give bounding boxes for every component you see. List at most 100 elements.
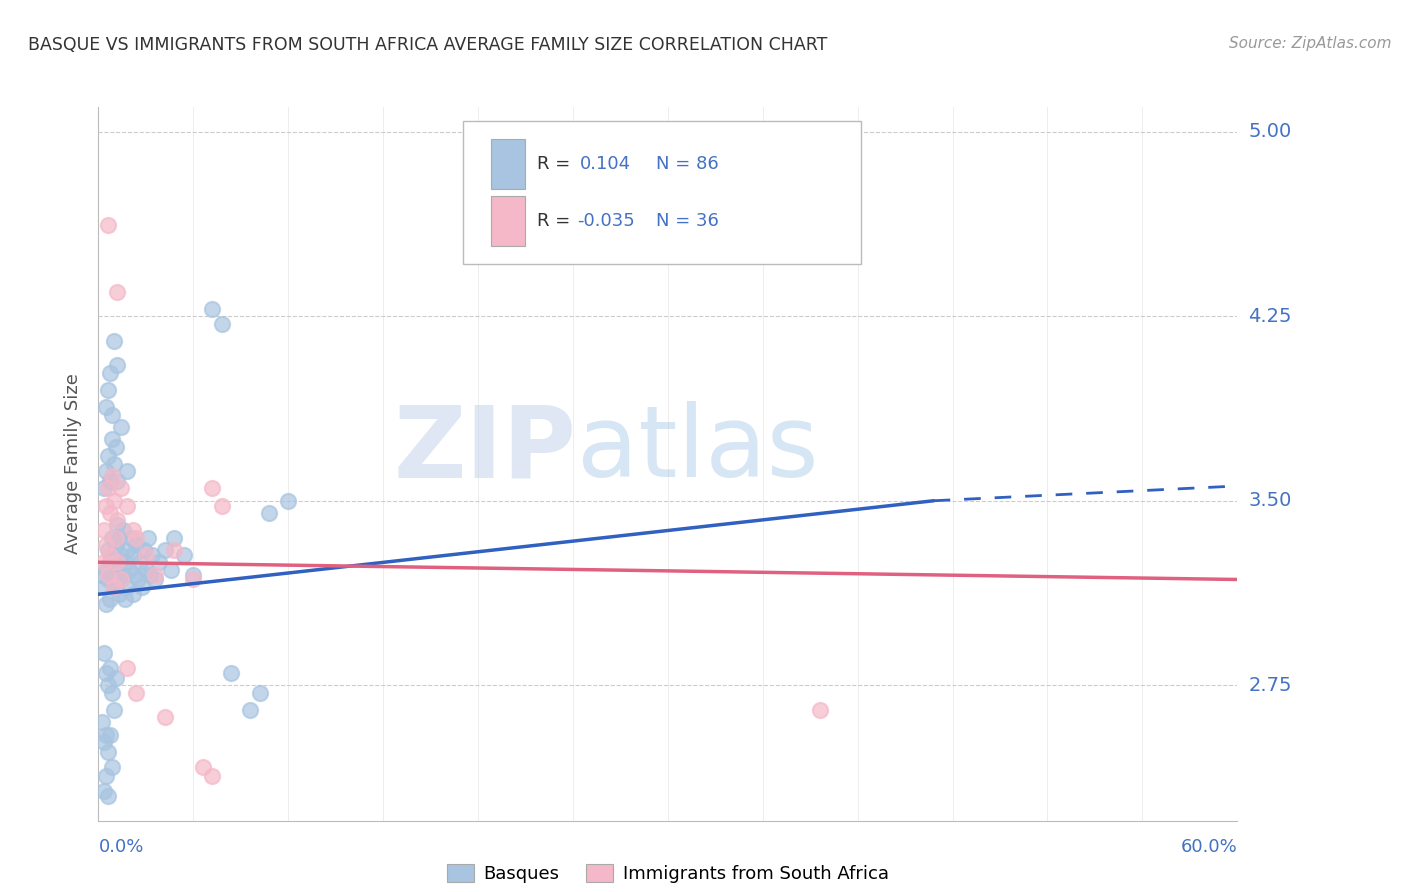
Point <box>104 531 127 545</box>
Point <box>107 285 129 299</box>
Point <box>98 727 121 741</box>
Point <box>93 523 115 537</box>
Point <box>121 587 143 601</box>
Point <box>100 531 122 545</box>
Point <box>98 474 121 488</box>
Point <box>211 499 233 513</box>
Point <box>93 580 115 594</box>
Point <box>98 548 121 562</box>
Point <box>115 661 138 675</box>
Point <box>107 513 129 527</box>
Point <box>93 646 115 660</box>
Point <box>94 499 117 513</box>
Point <box>107 555 129 569</box>
Point <box>121 548 143 562</box>
Point <box>159 563 181 577</box>
Point <box>173 548 195 562</box>
Point <box>100 432 122 446</box>
Text: 2.75: 2.75 <box>1249 676 1292 695</box>
Point <box>91 567 114 582</box>
Point <box>141 548 163 562</box>
Point <box>107 518 129 533</box>
Point <box>115 464 138 478</box>
Point <box>249 686 271 700</box>
Point <box>110 573 132 587</box>
Point <box>94 597 117 611</box>
Point <box>97 482 120 496</box>
Point <box>121 523 143 537</box>
Point <box>103 580 125 594</box>
Point <box>107 563 129 577</box>
Text: 5.00: 5.00 <box>1249 122 1292 141</box>
Point <box>211 317 233 331</box>
Text: atlas: atlas <box>576 401 818 498</box>
Point <box>97 383 120 397</box>
Point <box>93 482 115 496</box>
Point <box>125 531 148 545</box>
Point <box>277 493 299 508</box>
Point <box>104 671 127 685</box>
Text: Source: ZipAtlas.com: Source: ZipAtlas.com <box>1229 36 1392 51</box>
Point <box>107 359 129 373</box>
Text: 60.0%: 60.0% <box>1181 838 1237 855</box>
FancyBboxPatch shape <box>463 121 862 264</box>
Point <box>104 538 127 552</box>
Point <box>108 587 131 601</box>
Point <box>93 784 115 798</box>
Point <box>112 567 135 582</box>
Text: R =: R = <box>537 212 576 230</box>
Point <box>201 769 224 783</box>
Point <box>93 735 115 749</box>
Point <box>97 678 120 692</box>
Text: N = 86: N = 86 <box>657 155 720 173</box>
Point <box>107 474 129 488</box>
Point <box>125 686 148 700</box>
Point <box>103 493 125 508</box>
Point <box>98 661 121 675</box>
Point <box>115 543 138 558</box>
Point <box>94 401 117 415</box>
Point <box>108 531 131 545</box>
Point <box>103 457 125 471</box>
Point <box>201 301 224 316</box>
Point <box>100 686 122 700</box>
Point <box>138 567 160 582</box>
Point <box>125 538 148 552</box>
Point <box>103 703 125 717</box>
Point <box>94 563 117 577</box>
Point <box>201 482 224 496</box>
Point <box>135 548 157 562</box>
Point <box>98 366 121 380</box>
Point <box>153 543 176 558</box>
Point <box>145 573 167 587</box>
Point <box>100 469 122 483</box>
FancyBboxPatch shape <box>491 139 526 189</box>
Point <box>239 703 262 717</box>
Point <box>98 555 121 569</box>
Point <box>97 218 120 232</box>
Point <box>135 563 157 577</box>
Point <box>97 573 120 587</box>
Point <box>112 523 135 537</box>
Point <box>110 482 132 496</box>
Point <box>808 703 831 717</box>
Point <box>94 769 117 783</box>
Point <box>129 555 152 569</box>
Point <box>131 580 153 594</box>
Point <box>183 573 205 587</box>
Point <box>127 573 149 587</box>
Point <box>100 408 122 422</box>
Text: N = 36: N = 36 <box>657 212 720 230</box>
Text: R =: R = <box>537 155 576 173</box>
Point <box>97 567 120 582</box>
Point <box>259 506 281 520</box>
Point <box>148 555 170 569</box>
Point <box>114 555 136 569</box>
Point <box>153 710 176 724</box>
Point <box>115 580 138 594</box>
Point <box>115 499 138 513</box>
Y-axis label: Average Family Size: Average Family Size <box>63 374 82 554</box>
Point <box>103 548 125 562</box>
Legend: Basques, Immigrants from South Africa: Basques, Immigrants from South Africa <box>440 856 896 890</box>
Point <box>94 665 117 680</box>
